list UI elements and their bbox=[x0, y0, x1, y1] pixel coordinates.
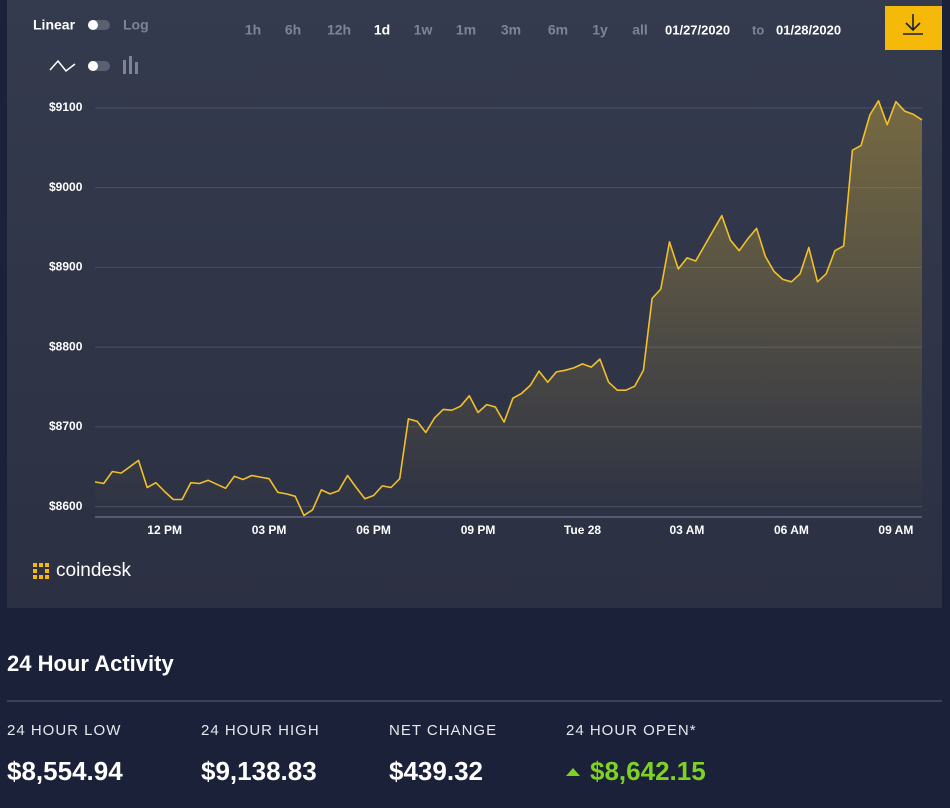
y-tick-label: $9100 bbox=[49, 100, 83, 114]
stat-value: $9,138.83 bbox=[201, 756, 317, 786]
trend-up-icon bbox=[566, 768, 580, 776]
x-tick-label: 03 AM bbox=[670, 523, 705, 537]
range-button[interactable]: 1d bbox=[374, 22, 390, 38]
brand-name: coindesk bbox=[56, 560, 131, 581]
range-button[interactable]: 1m bbox=[456, 22, 476, 38]
scale-linear[interactable]: Linear bbox=[33, 17, 76, 33]
stat-label: 24 HOUR HIGH bbox=[201, 722, 320, 739]
y-tick-label: $8900 bbox=[49, 260, 83, 274]
date-to[interactable]: 01/28/2020 bbox=[776, 22, 841, 37]
x-tick-label: Tue 28 bbox=[564, 523, 601, 537]
toggle-knob bbox=[88, 61, 98, 71]
candle-chart-icon[interactable] bbox=[123, 56, 138, 74]
x-tick-label: 09 PM bbox=[461, 523, 496, 537]
date-separator: to bbox=[752, 22, 764, 37]
stat-value: $8,642.15 bbox=[590, 756, 706, 786]
range-button[interactable]: 1y bbox=[592, 22, 608, 38]
stat-label: 24 HOUR OPEN* bbox=[566, 722, 697, 739]
range-button[interactable]: 6h bbox=[285, 22, 301, 38]
x-tick-label: 09 AM bbox=[878, 523, 913, 537]
y-tick-label: $8700 bbox=[49, 419, 83, 433]
toggle-knob bbox=[88, 20, 98, 30]
scale-log[interactable]: Log bbox=[123, 17, 149, 33]
range-button[interactable]: 6m bbox=[548, 22, 568, 38]
line-chart-icon[interactable] bbox=[49, 59, 76, 73]
plot: $8600 $8700 $8800 $8900 $9000 $9100 12 PM 03 PM… bbox=[49, 100, 923, 537]
stat-value: $8,554.94 bbox=[7, 756, 123, 786]
stats: 24 HOUR LOW $8,554.94 24 HOUR HIGH $9,138.8… bbox=[7, 722, 706, 786]
brand-logo bbox=[33, 563, 49, 579]
controls: Linear Log 01/27/2020 to 01/28/2020 1h 6h… bbox=[33, 6, 942, 74]
x-tick-label: 06 PM bbox=[356, 523, 391, 537]
x-tick-label: 12 PM bbox=[147, 523, 182, 537]
stat-value: $439.32 bbox=[389, 756, 483, 786]
price-line bbox=[94, 100, 923, 517]
y-tick-label: $8600 bbox=[49, 499, 83, 513]
range-button[interactable]: all bbox=[632, 22, 648, 38]
y-tick-label: $9000 bbox=[49, 180, 83, 194]
range-button[interactable]: 1w bbox=[414, 22, 433, 38]
download-icon bbox=[903, 14, 923, 35]
x-tick-label: 06 AM bbox=[774, 523, 809, 537]
date-from[interactable]: 01/27/2020 bbox=[665, 22, 730, 37]
stat-label: 24 HOUR LOW bbox=[7, 722, 121, 739]
stat-label: NET CHANGE bbox=[389, 722, 497, 739]
x-tick-label: 03 PM bbox=[252, 523, 287, 537]
range-button[interactable]: 1h bbox=[245, 22, 261, 38]
y-tick-label: $8800 bbox=[49, 339, 83, 353]
range-button[interactable]: 12h bbox=[327, 22, 351, 38]
range-button[interactable]: 3m bbox=[501, 22, 521, 38]
activity-title: 24 Hour Activity bbox=[7, 651, 174, 676]
price-area bbox=[95, 100, 922, 518]
